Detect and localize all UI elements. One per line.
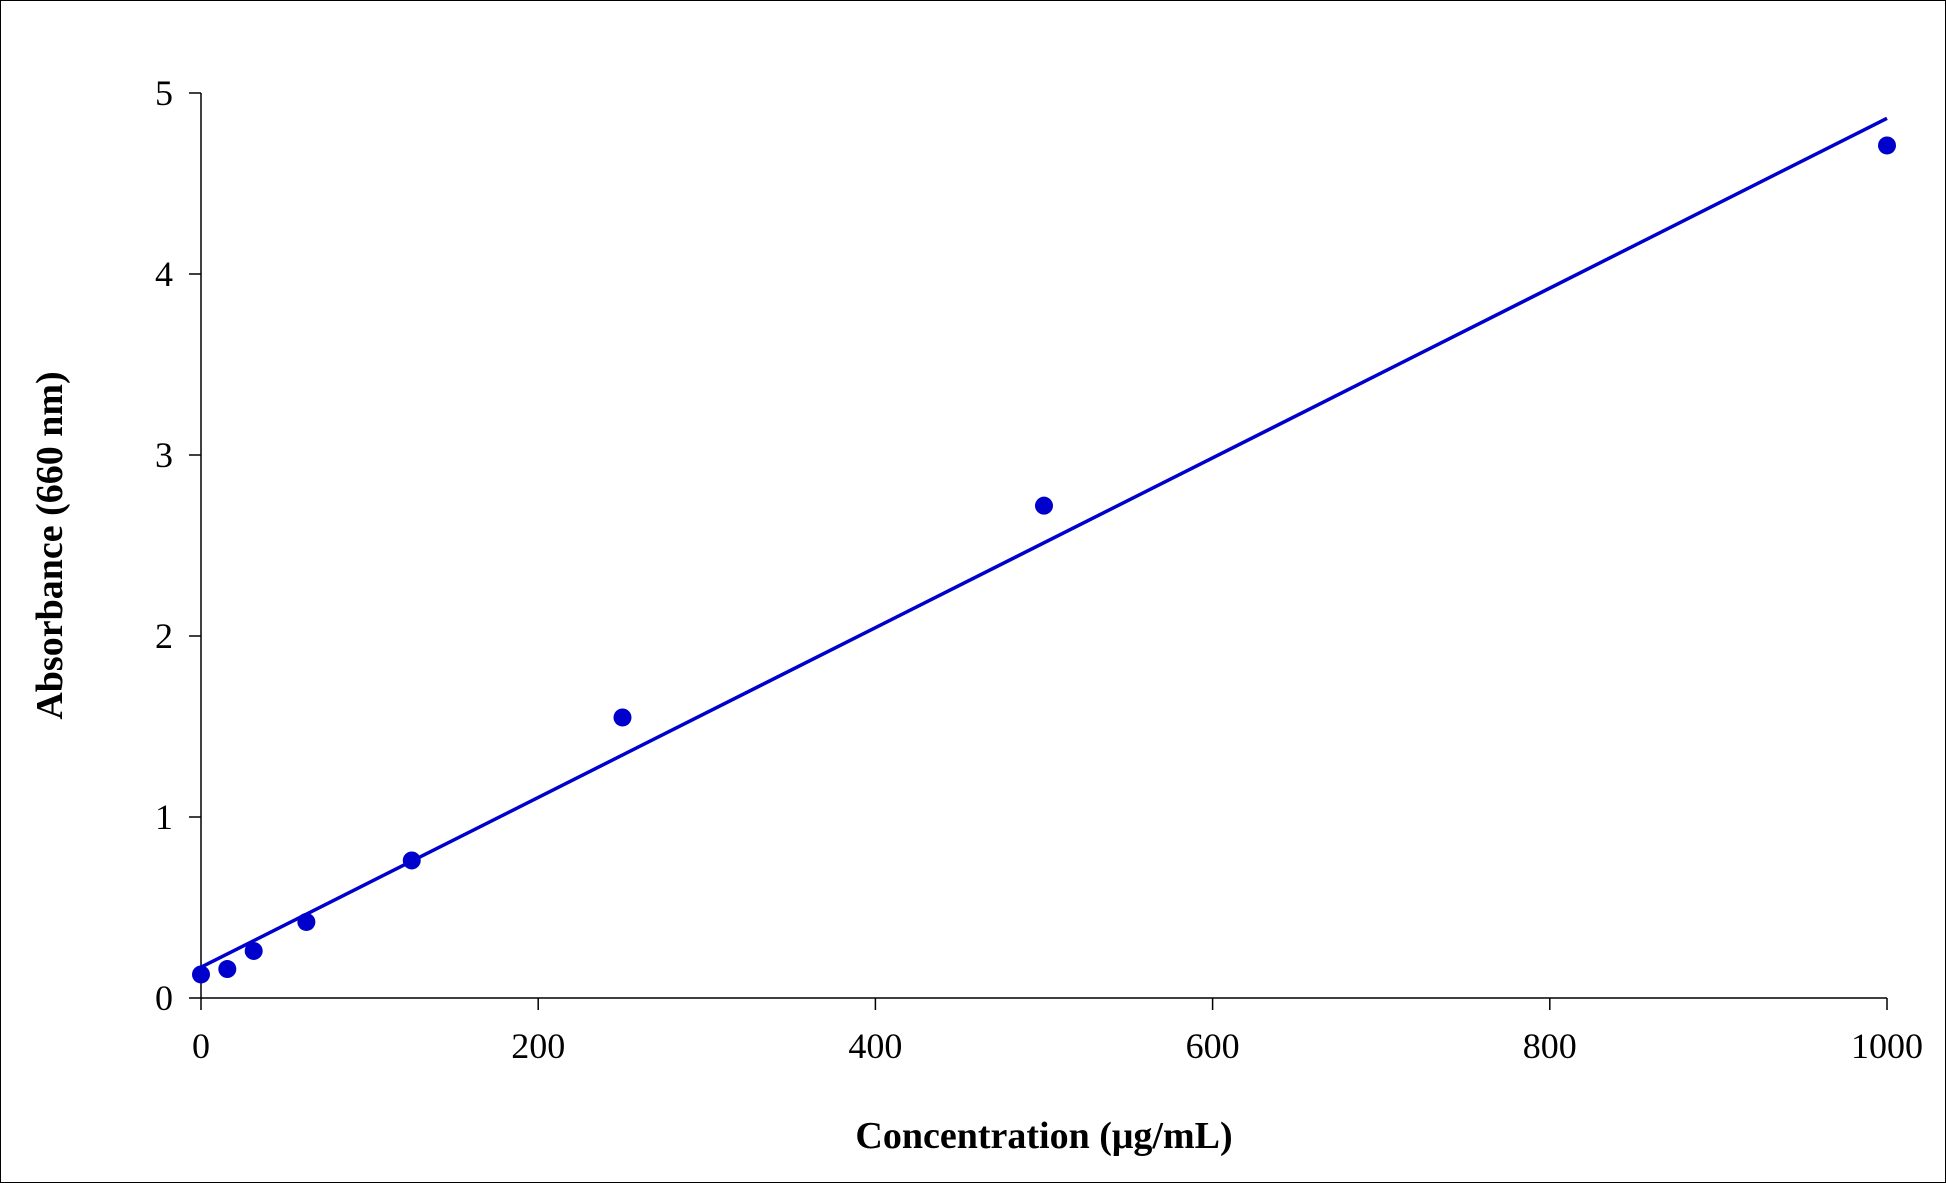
data-point xyxy=(1035,496,1053,515)
y-tick-label: 4 xyxy=(155,254,173,294)
axes xyxy=(189,92,1888,1010)
y-tick-label: 3 xyxy=(155,435,173,475)
y-tick-label: 2 xyxy=(155,616,173,656)
data-point xyxy=(192,965,210,984)
trendline-layer xyxy=(200,116,1888,969)
x-tick-label: 0 xyxy=(192,1026,210,1066)
tick-labels: 0 1 2 3 4 5 0 200 400 600 800 1000 xyxy=(155,73,1923,1066)
y-tick-label: 1 xyxy=(155,797,173,837)
y-axis-title: Absorbance (660 nm) xyxy=(29,371,71,719)
data-point xyxy=(1878,136,1896,155)
x-tick-label: 1000 xyxy=(1851,1026,1923,1066)
data-point xyxy=(218,960,237,979)
x-tick-label: 800 xyxy=(1523,1026,1577,1066)
x-axis-title: Concentration (μg/mL) xyxy=(855,1115,1232,1157)
trendline xyxy=(200,116,1888,969)
y-tick-label: 0 xyxy=(155,978,173,1018)
x-tick-label: 400 xyxy=(848,1026,902,1066)
y-tick-label: 5 xyxy=(155,73,173,113)
data-point xyxy=(244,941,263,960)
data-point xyxy=(297,912,316,931)
data-point xyxy=(613,708,632,727)
data-points xyxy=(192,136,1896,984)
x-tick-label: 600 xyxy=(1186,1026,1240,1066)
x-tick-label: 200 xyxy=(511,1026,565,1066)
data-point xyxy=(402,851,421,870)
